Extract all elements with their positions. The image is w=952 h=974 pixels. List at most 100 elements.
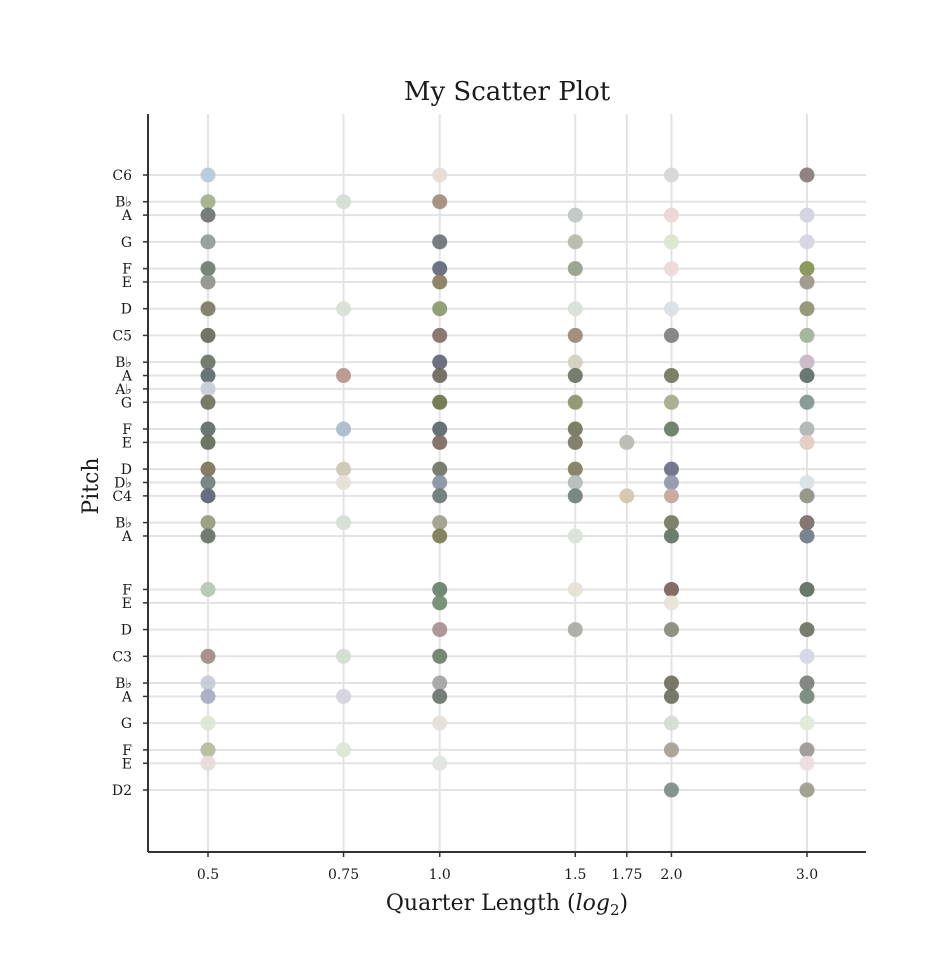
scatter-point — [799, 394, 815, 410]
scatter-point — [663, 622, 679, 638]
scatter-point — [200, 648, 216, 664]
scatter-point — [336, 421, 352, 437]
scatter-point — [663, 581, 679, 597]
scatter-point — [567, 394, 583, 410]
scatter-point — [799, 434, 815, 450]
y-tick-label: C3 — [112, 649, 132, 665]
scatter-point — [200, 515, 216, 531]
scatter-point — [799, 327, 815, 343]
scatter-point — [432, 234, 448, 250]
scatter-point — [432, 581, 448, 597]
scatter-point — [567, 434, 583, 450]
y-tick-label: D♭ — [114, 476, 132, 492]
scatter-point — [663, 167, 679, 183]
scatter-point — [799, 167, 815, 183]
scatter-point — [567, 475, 583, 490]
scatter-point — [200, 434, 216, 450]
scatter-point — [567, 327, 583, 343]
y-tick-label: A♭ — [114, 382, 132, 398]
scatter-point — [336, 475, 352, 490]
scatter-point — [432, 475, 448, 490]
scatter-point — [799, 261, 815, 277]
x-tick-label: 1.5 — [564, 867, 586, 883]
scatter-point — [663, 528, 679, 544]
scatter-point — [200, 207, 216, 223]
scatter-point — [200, 755, 216, 771]
y-tick-label: B♭ — [115, 355, 132, 371]
scatter-point — [432, 421, 448, 437]
scatter-point — [432, 354, 448, 370]
scatter-point — [432, 368, 448, 384]
scatter-point — [432, 648, 448, 664]
chart-title: My Scatter Plot — [404, 77, 611, 107]
scatter-point — [799, 488, 815, 504]
x-axis-title-text: Quarter Length ( — [386, 891, 576, 916]
scatter-point — [663, 327, 679, 343]
scatter-point — [432, 167, 448, 183]
y-tick-label: D — [121, 302, 132, 318]
scatter-point — [432, 274, 448, 290]
x-axis-title: Quarter Length (log2) — [386, 891, 628, 919]
scatter-point — [336, 301, 352, 317]
x-axis-title-log: log — [576, 891, 610, 916]
x-tick-label: 1.75 — [611, 867, 642, 883]
scatter-point — [567, 234, 583, 250]
scatter-point — [432, 261, 448, 277]
scatter-point — [663, 515, 679, 531]
scatter-point — [663, 675, 679, 691]
y-tick-label: G — [121, 716, 132, 732]
y-tick-label: A — [121, 689, 133, 705]
scatter-point — [432, 528, 448, 544]
scatter-point — [799, 675, 815, 691]
scatter-point — [663, 301, 679, 317]
scatter-point — [799, 622, 815, 638]
y-tick-label: D2 — [112, 783, 132, 799]
y-tick-label: B♭ — [115, 195, 132, 211]
y-tick-label: E — [122, 435, 132, 451]
scatter-point — [200, 274, 216, 290]
y-tick-label: E — [122, 596, 132, 612]
scatter-point — [567, 421, 583, 437]
scatter-point — [567, 528, 583, 544]
scatter-point — [432, 394, 448, 410]
scatter-point — [432, 461, 448, 477]
scatter-point — [432, 688, 448, 704]
x-tick-label: 0.75 — [328, 867, 359, 883]
scatter-point — [200, 421, 216, 437]
scatter-point — [200, 327, 216, 343]
scatter-point — [200, 461, 216, 477]
x-tick-label: 0.5 — [197, 867, 219, 883]
scatter-point — [200, 488, 216, 504]
scatter-point — [663, 715, 679, 731]
scatter-point — [200, 581, 216, 597]
y-tick-label: A — [121, 529, 133, 545]
x-tick-label: 3.0 — [796, 867, 818, 883]
scatter-point — [663, 261, 679, 277]
scatter-point — [336, 742, 352, 758]
y-tick-label: B♭ — [115, 676, 132, 692]
y-tick-label: F — [122, 262, 132, 278]
scatter-point — [200, 354, 216, 370]
x-tick-label: 2.0 — [660, 867, 682, 883]
scatter-point — [663, 688, 679, 704]
y-tick-label: F — [122, 582, 132, 598]
scatter-point — [799, 475, 815, 490]
scatter-point — [663, 742, 679, 758]
scatter-point — [799, 755, 815, 771]
scatter-point — [336, 688, 352, 704]
scatter-point — [663, 368, 679, 384]
scatter-point — [336, 194, 352, 210]
scatter-point — [200, 528, 216, 544]
scatter-point — [567, 261, 583, 277]
scatter-point — [336, 461, 352, 477]
x-axis-ticks: 0.5 0.75 1.0 1.5 1.75 2.0 3.0 — [197, 852, 818, 883]
y-tick-label: C5 — [112, 328, 132, 344]
scatter-point — [432, 194, 448, 210]
scatter-point — [432, 715, 448, 731]
scatter-point — [200, 742, 216, 758]
scatter-point — [336, 648, 352, 664]
scatter-point — [567, 581, 583, 597]
scatter-point — [200, 194, 216, 210]
